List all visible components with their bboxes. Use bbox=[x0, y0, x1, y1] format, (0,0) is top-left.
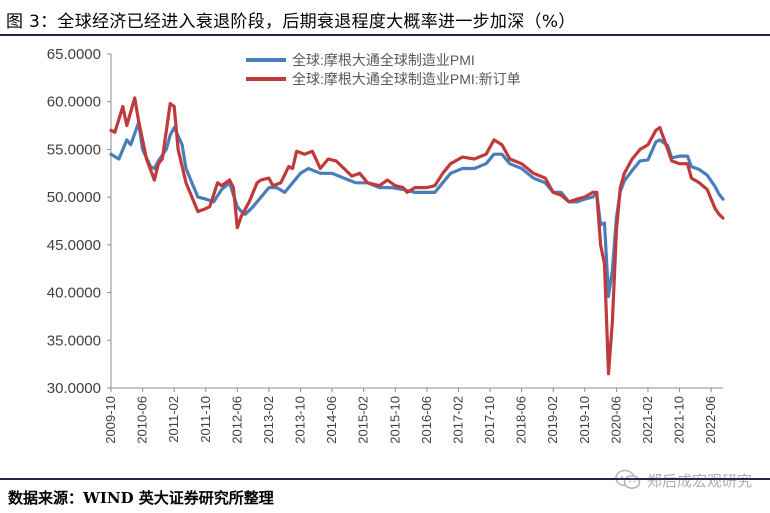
y-tick-label: 60.0000 bbox=[47, 94, 101, 111]
y-tick-label: 50.0000 bbox=[47, 189, 101, 206]
legend-label-2: 全球:摩根大通全球制造业PMI:新订单 bbox=[292, 71, 521, 87]
x-tick-label: 2018-06 bbox=[514, 396, 529, 444]
y-tick-label: 30.0000 bbox=[47, 380, 101, 397]
x-tick-label: 2012-06 bbox=[229, 396, 244, 444]
pmi-line-chart: 30.0000 35.0000 40.0000 45.0000 50.0000 55.00… bbox=[0, 36, 770, 478]
x-tick-label: 2017-02 bbox=[450, 396, 465, 444]
y-tick-label: 45.0000 bbox=[47, 237, 101, 254]
x-tick-label: 2014-06 bbox=[324, 396, 339, 444]
legend-label-1: 全球:摩根大通全球制造业PMI bbox=[292, 52, 475, 68]
x-tick-label: 2013-02 bbox=[261, 396, 276, 444]
x-tick-label: 2020-06 bbox=[608, 396, 623, 444]
x-tick-label: 2022-06 bbox=[703, 396, 718, 444]
footer-bar: 数据来源：WIND 英大证券研究所整理 bbox=[0, 478, 770, 513]
x-tick-label: 2021-02 bbox=[640, 396, 655, 444]
x-tick-label: 2011-10 bbox=[198, 396, 213, 443]
y-tick-label: 40.0000 bbox=[47, 285, 101, 302]
x-tick-label: 2010-06 bbox=[135, 396, 150, 444]
x-tick-label: 2015-10 bbox=[387, 396, 402, 444]
x-tick-label: 2013-10 bbox=[293, 396, 308, 444]
chart-area: 30.0000 35.0000 40.0000 45.0000 50.0000 55.00… bbox=[0, 36, 770, 478]
data-source: 数据来源：WIND 英大证券研究所整理 bbox=[8, 487, 274, 508]
figure-title-bar: 图 3：全球经济已经进入衰退阶段，后期衰退程度大概率进一步加深（%） bbox=[0, 0, 770, 36]
y-tick-label: 65.0000 bbox=[47, 46, 101, 63]
x-tick-label: 2017-10 bbox=[482, 396, 497, 444]
y-tick-label: 55.0000 bbox=[47, 141, 101, 158]
x-tick-label: 2009-10 bbox=[103, 396, 118, 444]
x-tick-label: 2019-02 bbox=[545, 396, 560, 444]
series-line-2 bbox=[111, 98, 723, 374]
figure-title: 图 3：全球经济已经进入衰退阶段，后期衰退程度大概率进一步加深（%） bbox=[6, 7, 576, 32]
y-tick-label: 35.0000 bbox=[47, 332, 101, 349]
x-tick-label: 2019-10 bbox=[577, 396, 592, 444]
x-tick-label: 2011-02 bbox=[166, 396, 181, 443]
x-tick-label: 2015-02 bbox=[356, 396, 371, 444]
x-tick-label: 2016-06 bbox=[419, 396, 434, 444]
x-tick-label: 2021-10 bbox=[672, 396, 687, 444]
